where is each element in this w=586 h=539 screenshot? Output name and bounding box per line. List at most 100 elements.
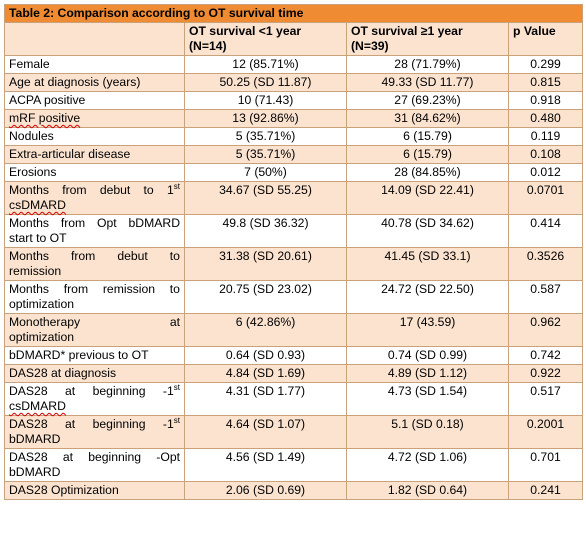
header-ot-ge1-n: (N=39): [351, 39, 389, 53]
value-ot-ge1: 4.72 (SD 1.06): [346, 448, 509, 482]
row-label: Age at diagnosis (years): [4, 73, 185, 92]
value-ot-lt1: 5 (35.71%): [184, 127, 347, 146]
value-ot-ge1: 31 (84.62%): [346, 109, 509, 128]
value-ot-ge1: 0.74 (SD 0.99): [346, 346, 509, 365]
table-row: Months from Opt bDMARD start to OT 49.8 (SD 3…: [4, 214, 583, 248]
table-row: Months from debut to 1st csDMARD 34.67 (SD 55.…: [4, 181, 583, 215]
p-value: 0.299: [508, 55, 583, 74]
p-value: 0.012: [508, 163, 583, 182]
value-ot-ge1: 4.89 (SD 1.12): [346, 364, 509, 383]
value-ot-lt1: 49.8 (SD 36.32): [184, 214, 347, 248]
value-ot-lt1: 50.25 (SD 11.87): [184, 73, 347, 92]
value-ot-lt1: 2.06 (SD 0.69): [184, 481, 347, 500]
value-ot-ge1: 17 (43.59): [346, 313, 509, 347]
header-ot-ge1: OT survival ≥1 year (N=39): [346, 22, 509, 56]
value-ot-lt1: 4.84 (SD 1.69): [184, 364, 347, 383]
p-value: 0.918: [508, 91, 583, 110]
row-label: Months from remission to optimization: [4, 280, 185, 314]
header-ot-lt1-line1: OT survival <1 year: [189, 24, 302, 38]
value-ot-lt1: 31.38 (SD 20.61): [184, 247, 347, 281]
table-row: DAS28 at beginning -1st bDMARD 4.64 (SD 1.07)…: [4, 415, 583, 449]
header-ot-lt1-n: (N=14): [189, 39, 227, 53]
value-ot-ge1: 41.45 (SD 33.1): [346, 247, 509, 281]
row-label: Erosions: [4, 163, 185, 182]
comparison-table: Table 2: Comparison according to OT surv…: [4, 4, 583, 500]
header-empty-cell: [4, 22, 185, 56]
p-value: 0.517: [508, 382, 583, 416]
table-row: DAS28 at beginning -1st csDMARD 4.31 (SD 1.77…: [4, 382, 583, 416]
header-row: OT survival <1 year (N=14) OT survival ≥…: [4, 22, 583, 56]
p-value: 0.108: [508, 145, 583, 164]
value-ot-lt1: 6 (42.86%): [184, 313, 347, 347]
value-ot-lt1: 13 (92.86%): [184, 109, 347, 128]
p-value: 0.480: [508, 109, 583, 128]
value-ot-ge1: 1.82 (SD 0.64): [346, 481, 509, 500]
table-row: mRF positive 13 (92.86%) 31 (84.62%) 0.480: [4, 109, 583, 128]
value-ot-lt1: 20.75 (SD 23.02): [184, 280, 347, 314]
value-ot-lt1: 4.64 (SD 1.07): [184, 415, 347, 449]
value-ot-ge1: 49.33 (SD 11.77): [346, 73, 509, 92]
value-ot-ge1: 6 (15.79): [346, 127, 509, 146]
row-label: DAS28 at diagnosis: [4, 364, 185, 383]
value-ot-ge1: 14.09 (SD 22.41): [346, 181, 509, 215]
p-value: 0.241: [508, 481, 583, 500]
table-row: bDMARD* previous to OT 0.64 (SD 0.93) 0.74…: [4, 346, 583, 365]
table-row: DAS28 at beginning -Opt bDMARD 4.56 (SD 1.49)…: [4, 448, 583, 482]
table-title: Table 2: Comparison according to OT surv…: [4, 4, 583, 23]
table-row: Erosions 7 (50%) 28 (84.85%) 0.012: [4, 163, 583, 182]
row-label: Months from Opt bDMARD start to OT: [4, 214, 185, 248]
table-row: Age at diagnosis (years) 50.25 (SD 11.87)…: [4, 73, 583, 92]
value-ot-ge1: 4.73 (SD 1.54): [346, 382, 509, 416]
p-value: 0.3526: [508, 247, 583, 281]
value-ot-ge1: 6 (15.79): [346, 145, 509, 164]
value-ot-ge1: 5.1 (SD 0.18): [346, 415, 509, 449]
table-row: Months from remission to optimization 20.75 (…: [4, 280, 583, 314]
value-ot-ge1: 40.78 (SD 34.62): [346, 214, 509, 248]
value-ot-lt1: 10 (71.43): [184, 91, 347, 110]
p-value: 0.701: [508, 448, 583, 482]
table-container: Table 2: Comparison according to OT surv…: [4, 4, 583, 500]
value-ot-ge1: 28 (84.85%): [346, 163, 509, 182]
p-value: 0.742: [508, 346, 583, 365]
p-value: 0.0701: [508, 181, 583, 215]
row-label: Female: [4, 55, 185, 74]
value-ot-lt1: 4.56 (SD 1.49): [184, 448, 347, 482]
header-p-value: p Value: [508, 22, 583, 56]
table-row: Monotherapy at optimization 6 (42.86%) 17 (4…: [4, 313, 583, 347]
p-value: 0.922: [508, 364, 583, 383]
row-label: DAS28 at beginning -1st csDMARD: [4, 382, 185, 416]
value-ot-ge1: 28 (71.79%): [346, 55, 509, 74]
value-ot-lt1: 5 (35.71%): [184, 145, 347, 164]
row-label: Months from debut to 1st csDMARD: [4, 181, 185, 215]
table-row: DAS28 at diagnosis 4.84 (SD 1.69) 4.89 (SD…: [4, 364, 583, 383]
value-ot-lt1: 12 (85.71%): [184, 55, 347, 74]
value-ot-lt1: 0.64 (SD 0.93): [184, 346, 347, 365]
row-label: mRF positive: [4, 109, 185, 128]
row-label: DAS28 at beginning -1st bDMARD: [4, 415, 185, 449]
table-row: ACPA positive 10 (71.43) 27 (69.23%) 0.918: [4, 91, 583, 110]
row-label: Monotherapy at optimization: [4, 313, 185, 347]
value-ot-ge1: 24.72 (SD 22.50): [346, 280, 509, 314]
p-value: 0.119: [508, 127, 583, 146]
row-label: Months from debut to remission: [4, 247, 185, 281]
table-row: Months from debut to remission 31.38 (SD 20.6…: [4, 247, 583, 281]
table-title-row: Table 2: Comparison according to OT surv…: [4, 4, 583, 23]
row-label: DAS28 Optimization: [4, 481, 185, 500]
row-label: bDMARD* previous to OT: [4, 346, 185, 365]
table-row: DAS28 Optimization 2.06 (SD 0.69) 1.82 (SD…: [4, 481, 583, 500]
row-label: Nodules: [4, 127, 185, 146]
value-ot-lt1: 4.31 (SD 1.77): [184, 382, 347, 416]
table-row: Extra-articular disease 5 (35.71%) 6 (15.7…: [4, 145, 583, 164]
row-label: ACPA positive: [4, 91, 185, 110]
table-row: Female 12 (85.71%) 28 (71.79%) 0.299: [4, 55, 583, 74]
p-value: 0.2001: [508, 415, 583, 449]
row-label: DAS28 at beginning -Opt bDMARD: [4, 448, 185, 482]
row-label: Extra-articular disease: [4, 145, 185, 164]
p-value: 0.587: [508, 280, 583, 314]
header-ot-ge1-line1: OT survival ≥1 year: [351, 24, 463, 38]
p-value: 0.414: [508, 214, 583, 248]
table-row: Nodules 5 (35.71%) 6 (15.79) 0.119: [4, 127, 583, 146]
p-value: 0.815: [508, 73, 583, 92]
p-value: 0.962: [508, 313, 583, 347]
value-ot-lt1: 7 (50%): [184, 163, 347, 182]
